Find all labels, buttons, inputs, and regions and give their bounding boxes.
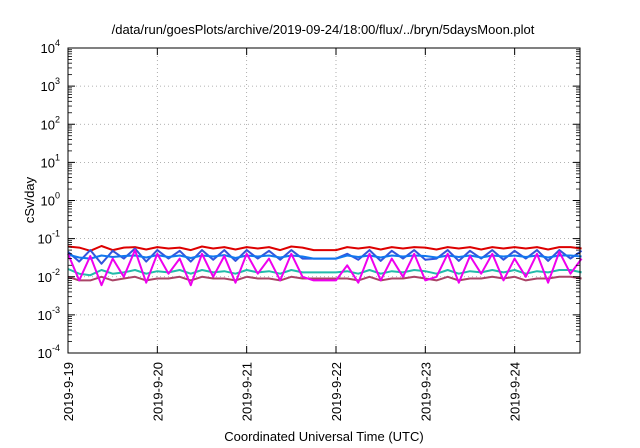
x-axis-label: Coordinated Universal Time (UTC) — [224, 429, 423, 444]
series-line-4 — [67, 268, 582, 277]
grid — [68, 48, 580, 353]
y-tick-base: 10 — [41, 155, 55, 170]
series-layer — [67, 245, 583, 287]
y-tick-exponent: -4 — [52, 343, 60, 353]
y-tick-exponent: 3 — [55, 76, 60, 86]
y-tick-label: 10-2 — [38, 267, 60, 285]
y-tick-label: 100 — [41, 191, 60, 209]
series-line-6 — [67, 249, 583, 287]
y-tick-label: 104 — [41, 38, 60, 56]
series-line-5 — [67, 275, 582, 282]
y-tick-base: 10 — [41, 194, 55, 209]
y-tick-base: 10 — [38, 232, 52, 247]
x-tick-label: 2019-9-21 — [240, 362, 255, 421]
series-line-3 — [67, 253, 582, 260]
x-tick-label: 2019-9-20 — [150, 362, 165, 421]
y-tick-label: 10-1 — [38, 229, 60, 247]
y-tick-label: 103 — [41, 76, 60, 94]
y-tick-exponent: -1 — [52, 229, 60, 239]
x-tick-labels: 2019-9-19 2019-9-20 2019-9-21 2019-9-22 2019… — [61, 362, 523, 421]
x-tick-label: 2019-9-19 — [61, 362, 76, 421]
y-tick-base: 10 — [41, 41, 55, 56]
y-tick-label: 102 — [41, 114, 60, 132]
y-tick-exponent: 0 — [55, 191, 60, 201]
y-tick-label: 10-3 — [38, 305, 60, 323]
y-tick-exponent: 2 — [55, 114, 60, 124]
x-tick-label: 2019-9-23 — [418, 362, 433, 421]
chart-title: /data/run/goesPlots/archive/2019-09-24/1… — [112, 22, 535, 37]
y-tick-label: 101 — [41, 152, 60, 170]
y-tick-exponent: -3 — [52, 305, 60, 315]
y-tick-exponent: 1 — [55, 152, 60, 162]
y-tick-base: 10 — [41, 79, 55, 94]
series-line-1 — [67, 245, 582, 252]
x-tick-label: 2019-9-22 — [329, 362, 344, 421]
x-tick-label: 2019-9-24 — [508, 362, 523, 421]
y-tick-base: 10 — [38, 308, 52, 323]
ticks — [67, 47, 580, 354]
y-tick-base: 10 — [38, 346, 52, 361]
y-tick-label: 10-4 — [38, 343, 60, 361]
y-tick-exponent: 4 — [55, 38, 60, 48]
y-tick-exponent: -2 — [52, 267, 60, 277]
y-axis-label: cSv/day — [22, 176, 37, 223]
y-tick-base: 10 — [38, 270, 52, 285]
y-tick-base: 10 — [41, 117, 55, 132]
